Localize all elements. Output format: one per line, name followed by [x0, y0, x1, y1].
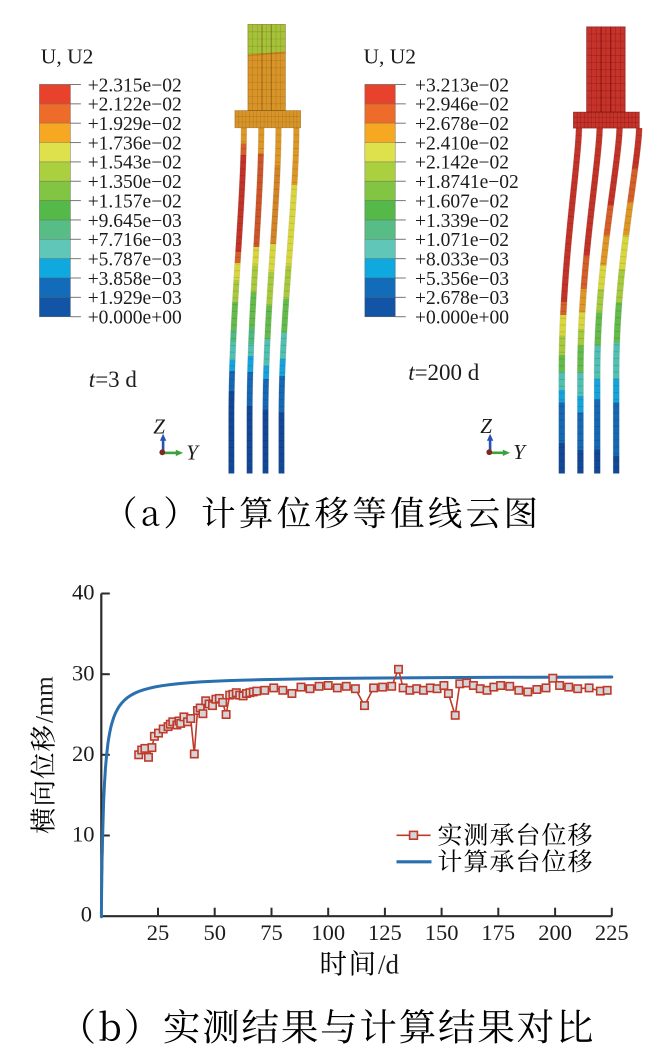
svg-text:175: 175 — [481, 920, 515, 945]
svg-text:+8.033e−03: +8.033e−03 — [415, 249, 509, 270]
svg-text:100: 100 — [311, 920, 345, 945]
svg-text:+1.350e−02: +1.350e−02 — [88, 172, 182, 193]
svg-text:50: 50 — [203, 920, 226, 945]
svg-text:+2.410e−02: +2.410e−02 — [415, 133, 509, 154]
svg-text:Z: Z — [480, 414, 492, 438]
svg-text:/mm: /mm — [30, 676, 59, 723]
svg-text:125: 125 — [368, 920, 402, 945]
svg-text:U, U2: U, U2 — [41, 45, 94, 69]
svg-text:/d: /d — [378, 950, 400, 980]
svg-text:+2.142e−02: +2.142e−02 — [415, 153, 509, 174]
svg-text:0: 0 — [81, 902, 92, 927]
svg-text:+0.000e+00: +0.000e+00 — [415, 308, 509, 329]
svg-text:+2.315e−02: +2.315e−02 — [88, 75, 182, 96]
svg-text:30: 30 — [72, 660, 95, 685]
svg-text:+1.929e−03: +1.929e−03 — [88, 288, 182, 309]
svg-text:+2.678e−02: +2.678e−02 — [415, 114, 509, 135]
svg-text:+5.787e−03: +5.787e−03 — [88, 249, 182, 270]
svg-text:+1.929e−02: +1.929e−02 — [88, 114, 182, 135]
svg-text:+5.356e−03: +5.356e−03 — [415, 269, 509, 290]
svg-text:20: 20 — [72, 741, 95, 766]
svg-text:Y: Y — [186, 440, 200, 464]
svg-text:+1.339e−02: +1.339e−02 — [415, 211, 509, 232]
svg-text:150: 150 — [425, 920, 459, 945]
svg-text:Z: Z — [153, 414, 165, 438]
svg-text:+2.122e−02: +2.122e−02 — [88, 95, 182, 116]
svg-text:+7.716e−03: +7.716e−03 — [88, 230, 182, 251]
svg-text:Y: Y — [513, 440, 527, 464]
svg-text:+1.8741e−02: +1.8741e−02 — [415, 172, 519, 193]
svg-text:225: 225 — [595, 920, 629, 945]
svg-text:75: 75 — [260, 920, 283, 945]
svg-text:t=3 d: t=3 d — [89, 367, 138, 392]
svg-text:+3.858e−03: +3.858e−03 — [88, 269, 182, 290]
svg-text:+1.157e−02: +1.157e−02 — [88, 191, 182, 212]
svg-text:10: 10 — [72, 822, 95, 847]
svg-text:+9.645e−03: +9.645e−03 — [88, 211, 182, 232]
svg-text:+2.946e−02: +2.946e−02 — [415, 95, 509, 116]
svg-text:+1.071e−02: +1.071e−02 — [415, 230, 509, 251]
svg-text:+2.678e−03: +2.678e−03 — [415, 288, 509, 309]
svg-text:+0.000e+00: +0.000e+00 — [88, 308, 182, 329]
svg-text:200: 200 — [538, 920, 572, 945]
svg-text:U, U2: U, U2 — [364, 45, 417, 69]
svg-text:t=200 d: t=200 d — [408, 360, 480, 385]
svg-text:+1.543e−02: +1.543e−02 — [88, 153, 182, 174]
svg-text:+1.736e−02: +1.736e−02 — [88, 133, 182, 154]
svg-text:40: 40 — [72, 580, 95, 605]
svg-text:+1.607e−02: +1.607e−02 — [415, 191, 509, 212]
svg-text:25: 25 — [147, 920, 170, 945]
svg-text:+3.213e−02: +3.213e−02 — [415, 75, 509, 96]
